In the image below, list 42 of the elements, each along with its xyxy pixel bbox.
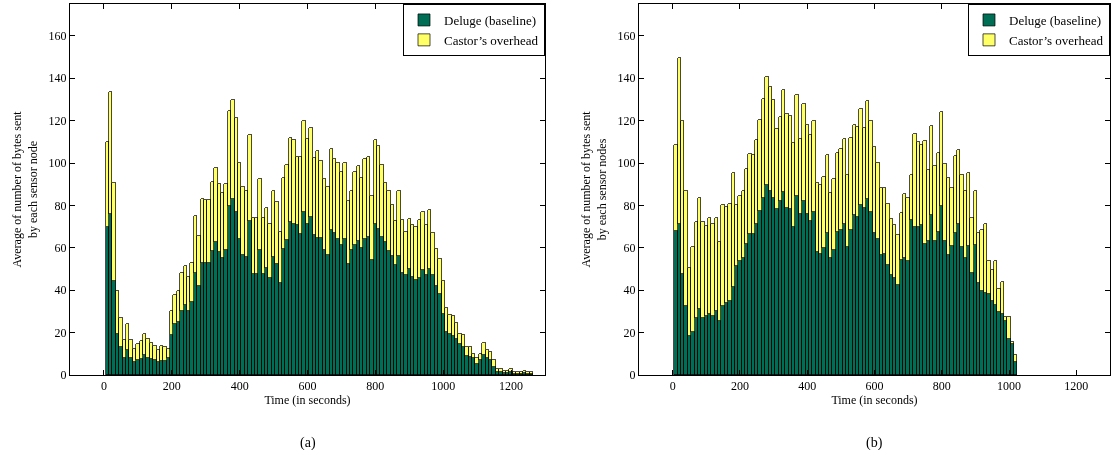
x-tick-label: 400 (798, 379, 817, 394)
x-tick-label: 1200 (499, 379, 524, 394)
legend-label: Deluge (baseline) (444, 13, 537, 29)
y-tick-label: 100 (48, 156, 67, 171)
x-tick-label: 200 (162, 379, 181, 394)
y-axis-title: Average of number of bytes sent by each sensor nodes (579, 110, 609, 268)
x-tick-label: 400 (230, 379, 249, 394)
y-tick-label: 40 (54, 283, 67, 298)
y-tick-label: 100 (617, 156, 636, 171)
legend-label: Castor’s overhead (444, 32, 539, 48)
y-tick-label: 40 (623, 283, 636, 298)
x-tick-label: 800 (366, 379, 385, 394)
text: (a) (300, 435, 316, 450)
text: (b) (866, 435, 883, 450)
y-tick-label: 120 (48, 113, 67, 128)
x-tick-label: 1000 (431, 379, 456, 394)
x-tick-label: 0 (669, 379, 676, 394)
y-tick-label: 140 (617, 71, 636, 86)
legend-label: Deluge (baseline) (1009, 13, 1102, 29)
y-tick-label: 0 (629, 368, 636, 383)
legend-label: Castor’s overhead (1009, 32, 1104, 48)
y-tick-label: 140 (48, 71, 67, 86)
y-tick-label: 120 (617, 113, 636, 128)
y-axis-title: Average of number of bytes sent by each sensor node (10, 110, 40, 268)
x-tick-label: 200 (730, 379, 749, 394)
x-tick-label: 0 (100, 379, 107, 394)
y-tick-label: 60 (623, 241, 636, 255)
y-tick-label: 160 (617, 29, 636, 43)
y-tick-label: 20 (623, 325, 636, 340)
x-tick-label: 1200 (1064, 379, 1089, 394)
x-tick-label: 800 (932, 379, 951, 394)
x-tick-label: 600 (298, 379, 317, 394)
y-tick-label: 60 (54, 241, 67, 255)
y-tick-label: 160 (48, 29, 67, 43)
y-tick-label: 20 (54, 325, 67, 340)
x-axis-title: Time (in seconds) (831, 393, 918, 408)
x-tick-label: 600 (865, 379, 884, 394)
x-tick-label: 1000 (997, 379, 1022, 394)
y-tick-label: 80 (623, 198, 636, 213)
y-tick-label: 80 (54, 198, 67, 213)
x-axis-title: Time (in seconds) (264, 393, 351, 408)
y-tick-label: 0 (60, 368, 67, 383)
